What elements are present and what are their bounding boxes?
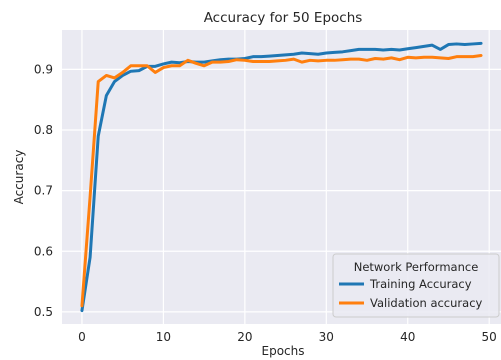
chart-title: Accuracy for 50 Epochs <box>204 10 363 26</box>
series-lines <box>80 41 483 313</box>
x-axis-title: Epochs <box>262 344 305 358</box>
x-tick-label: 20 <box>237 330 252 344</box>
x-tick-label: 10 <box>156 330 171 344</box>
y-tick-label: 0.5 <box>34 305 53 319</box>
y-axis-title: Accuracy <box>12 150 26 205</box>
x-tick-label: 40 <box>400 330 415 344</box>
legend-label-training: Training Accuracy <box>369 277 472 291</box>
y-tick-label: 0.7 <box>34 184 53 198</box>
x-tick-label: 50 <box>482 330 497 344</box>
legend-title: Network Performance <box>354 260 479 274</box>
y-tick-label: 0.9 <box>34 62 53 76</box>
validation-accuracy-line <box>80 53 483 308</box>
y-tick-label: 0.8 <box>34 123 53 137</box>
legend-label-validation: Validation accuracy <box>370 296 483 310</box>
grid-lines <box>62 30 501 324</box>
legend: Network Performance Training Accuracy Va… <box>332 253 500 318</box>
tick-labels: 0 10 20 30 40 50 0.5 0.6 0.7 0.8 0.9 <box>34 62 497 344</box>
legend-box <box>332 253 500 318</box>
x-tick-label: 0 <box>78 330 86 344</box>
y-tick-label: 0.6 <box>34 244 53 258</box>
x-tick-label: 30 <box>319 330 334 344</box>
